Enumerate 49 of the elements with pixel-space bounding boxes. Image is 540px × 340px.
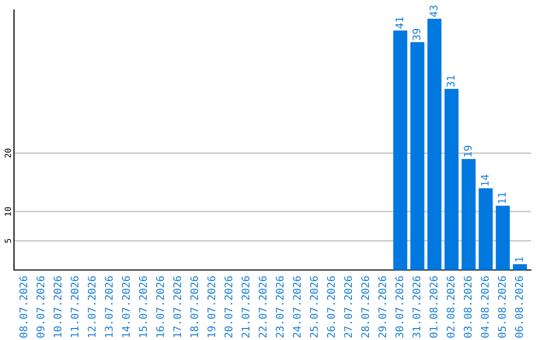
- data-label: 11: [498, 192, 506, 204]
- bar: [478, 188, 493, 270]
- y-tick-label: 10: [4, 207, 11, 216]
- bar: [496, 206, 510, 270]
- x-tick-label: 31.07.2026: [412, 276, 420, 338]
- bar: [393, 30, 408, 270]
- x-tick-label: 04.08.2026: [480, 276, 489, 338]
- x-tick-label: 21.07.2026: [242, 276, 250, 338]
- x-tick-label: 11.07.2026: [70, 276, 79, 338]
- data-label: 43: [430, 6, 438, 17]
- data-label: 31: [446, 76, 455, 87]
- x-tick-label: 19.07.2026: [207, 276, 216, 338]
- x-tick-label: 13.07.2026: [104, 276, 113, 338]
- x-tick-label: 28.07.2026: [361, 276, 370, 338]
- x-tick-label: 08.07.2026: [19, 276, 28, 338]
- x-tick-label: 05.08.2026: [498, 276, 506, 338]
- bar: [410, 42, 424, 270]
- bar: [444, 88, 459, 270]
- data-label: 19: [464, 146, 472, 156]
- data-label: 39: [412, 28, 420, 40]
- x-tick-label: 02.08.2026: [446, 276, 455, 338]
- bar: [512, 264, 527, 270]
- x-tick-label: 23.07.2026: [276, 276, 284, 338]
- y-tick-label: 20: [4, 148, 11, 158]
- bar: [462, 158, 476, 270]
- x-tick-label: 06.08.2026: [515, 276, 523, 338]
- x-tick-label: 01.08.2026: [430, 276, 438, 338]
- x-tick-label: 09.07.2026: [36, 276, 44, 338]
- data-label: 1: [515, 257, 523, 262]
- data-label: 14: [481, 174, 489, 186]
- x-tick-label: 14.07.2026: [122, 276, 130, 338]
- x-tick-label: 27.07.2026: [344, 276, 352, 338]
- x-tick-label: 15.07.2026: [139, 276, 147, 338]
- data-label: 41: [396, 17, 404, 29]
- x-tick-label: 18.07.2026: [190, 276, 198, 338]
- x-tick-label: 24.07.2026: [292, 276, 301, 338]
- x-tick-label: 17.07.2026: [173, 276, 182, 338]
- y-tick-label: 5: [4, 238, 11, 243]
- x-tick-label: 26.07.2026: [327, 276, 335, 338]
- x-tick-label: 30.07.2026: [395, 276, 404, 338]
- x-tick-label: 16.07.2026: [156, 276, 164, 338]
- bar: [427, 18, 442, 270]
- x-tick-label: 03.08.2026: [464, 276, 472, 338]
- x-tick-label: 20.07.2026: [224, 276, 232, 338]
- x-tick-label: 10.07.2026: [54, 276, 62, 338]
- x-tick-label: 12.07.2026: [88, 276, 96, 338]
- x-tick-label: 22.07.2026: [258, 276, 267, 338]
- x-tick-label: 25.07.2026: [310, 276, 318, 338]
- x-tick-label: 29.07.2026: [378, 276, 386, 338]
